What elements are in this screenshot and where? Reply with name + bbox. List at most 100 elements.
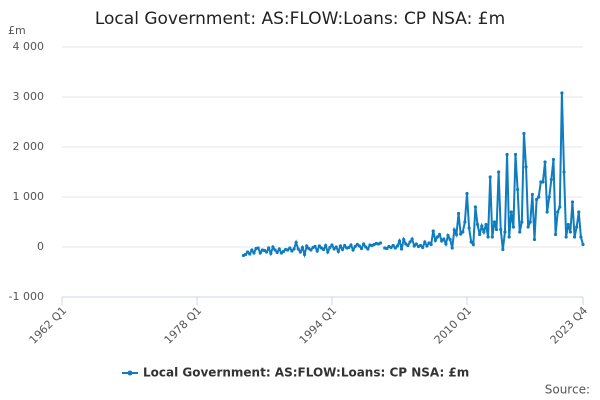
point — [541, 180, 545, 184]
x-tick-label: 1994 Q1 — [297, 304, 340, 347]
point — [486, 235, 490, 239]
point — [579, 235, 583, 239]
point — [425, 244, 429, 248]
point — [317, 244, 321, 248]
point — [294, 240, 298, 245]
point — [526, 225, 530, 229]
x-tick-label: 1962 Q1 — [27, 304, 70, 347]
point — [558, 205, 562, 209]
point — [497, 170, 501, 174]
point — [338, 244, 343, 248]
point — [362, 242, 366, 246]
point — [511, 225, 515, 229]
point — [248, 252, 252, 256]
point — [577, 210, 581, 214]
point — [446, 233, 450, 238]
point — [532, 237, 537, 242]
point — [566, 222, 570, 227]
point — [277, 247, 281, 251]
point — [252, 251, 256, 255]
point — [537, 195, 541, 199]
point — [484, 222, 488, 227]
point — [568, 230, 572, 234]
point — [359, 246, 364, 251]
point — [250, 248, 254, 252]
point — [435, 235, 440, 239]
point — [507, 235, 511, 239]
point — [273, 248, 277, 252]
point — [269, 251, 273, 256]
legend-label: Local Government: AS:FLOW:Loans: CP NSA:… — [143, 366, 469, 380]
point — [408, 240, 412, 244]
point — [575, 225, 579, 229]
point — [330, 243, 334, 247]
y-tick-label: -1 000 — [9, 290, 44, 303]
point — [473, 205, 478, 209]
point — [334, 245, 338, 249]
point — [412, 244, 416, 248]
point — [492, 220, 497, 224]
point — [290, 249, 294, 253]
point — [545, 210, 549, 214]
point — [530, 192, 534, 197]
point — [321, 247, 326, 252]
point — [553, 232, 558, 237]
point — [288, 246, 292, 250]
point — [488, 175, 492, 179]
point — [265, 250, 269, 254]
point — [406, 243, 410, 248]
point — [391, 243, 395, 248]
point — [343, 243, 347, 248]
point — [433, 238, 437, 243]
chart-title: Local Government: AS:FLOW:Loans: CP NSA:… — [95, 9, 505, 29]
y-tick-label: 3 000 — [13, 90, 45, 103]
point — [490, 235, 494, 239]
x-tick-label: 2023 Q4 — [548, 304, 591, 347]
point — [562, 170, 566, 174]
point — [429, 242, 433, 247]
point — [397, 239, 402, 243]
y-tick-label: 2 000 — [13, 140, 45, 153]
point — [570, 200, 575, 204]
point — [454, 232, 459, 237]
point — [452, 228, 456, 232]
point — [298, 250, 302, 254]
point — [395, 244, 399, 248]
point — [281, 249, 286, 254]
point — [256, 246, 260, 250]
point — [340, 247, 345, 252]
point — [509, 210, 513, 214]
point — [461, 230, 465, 234]
point — [271, 245, 275, 249]
point — [482, 230, 486, 234]
point — [478, 232, 482, 237]
point — [480, 224, 484, 228]
point — [547, 195, 551, 199]
point — [469, 240, 473, 244]
point — [410, 237, 414, 241]
point — [520, 220, 524, 224]
point — [328, 245, 332, 250]
point — [246, 250, 250, 254]
point — [378, 241, 383, 245]
point — [572, 235, 577, 239]
series-line — [242, 92, 584, 259]
point — [385, 246, 389, 251]
point — [315, 249, 319, 253]
point — [465, 191, 469, 196]
point — [501, 247, 505, 252]
point — [503, 230, 507, 234]
point — [560, 91, 564, 95]
point — [267, 246, 271, 250]
point — [551, 157, 556, 162]
point — [499, 227, 503, 232]
point — [366, 247, 370, 251]
point — [494, 227, 499, 232]
point — [347, 245, 351, 250]
point — [442, 237, 446, 241]
source: Source: — [545, 383, 590, 397]
point — [564, 235, 568, 239]
point — [528, 220, 532, 224]
y-unit: £m — [8, 24, 26, 37]
